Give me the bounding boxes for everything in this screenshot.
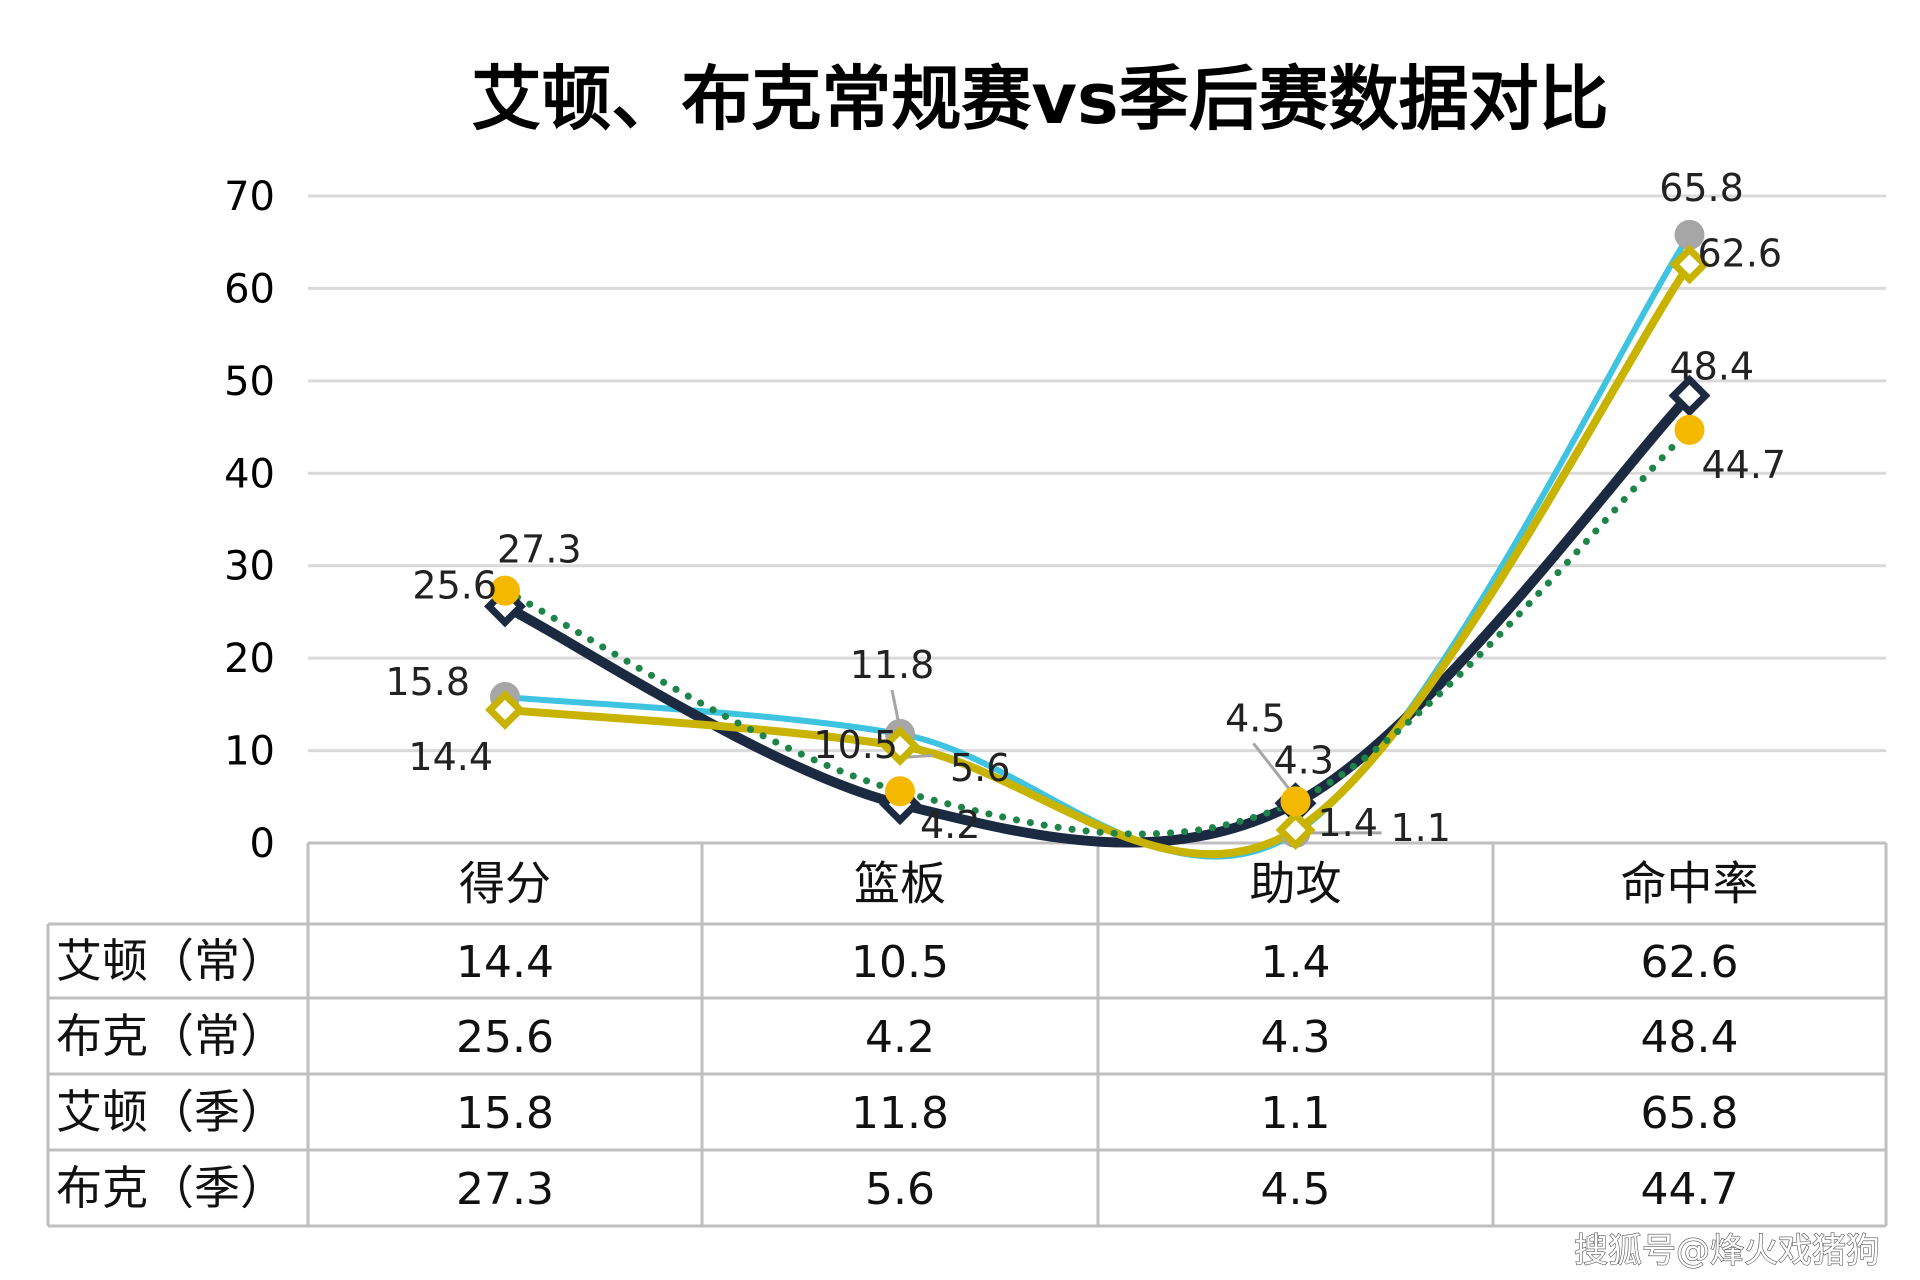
data-label: 27.3 (497, 528, 582, 572)
table-cell: 48.4 (1641, 1012, 1739, 1063)
data-point-diamond (880, 726, 920, 766)
leader-line (905, 753, 935, 759)
data-point-circle (1674, 414, 1705, 445)
series-line-3 (501, 426, 1693, 838)
data-labels: 14.4 10.5 1.4 62.6 25.6 4.2 4.3 48.4 15.8 11.8 1.1… (385, 166, 1786, 850)
data-label: 62.6 (1698, 231, 1783, 275)
data-label: 10.5 (813, 723, 898, 767)
y-tick-label: 60 (224, 266, 275, 312)
data-label: 11.8 (850, 643, 935, 687)
series-line-0 (501, 260, 1694, 859)
data-point-circle (490, 575, 520, 606)
table-cell: 4.5 (1261, 1164, 1331, 1215)
y-tick-label: 20 (224, 636, 275, 682)
data-label: 65.8 (1659, 166, 1744, 210)
table-cell: 4.3 (1261, 1012, 1331, 1063)
table-cell: 27.3 (456, 1164, 554, 1215)
data-label: 25.6 (412, 563, 497, 607)
y-tick-label: 0 (250, 821, 275, 867)
category-label: 得分 (459, 857, 551, 911)
data-point-diamond (485, 689, 525, 730)
category-label: 命中率 (1621, 857, 1759, 911)
table-cell: 10.5 (851, 937, 949, 988)
y-tick-label: 40 (224, 451, 275, 497)
series-line-1 (500, 390, 1695, 848)
table-cell: 62.6 (1641, 937, 1739, 988)
table-cell: 1.1 (1261, 1088, 1331, 1139)
series-lines (500, 231, 1695, 860)
table-cell: 44.7 (1641, 1164, 1739, 1215)
data-point-diamond (1669, 244, 1710, 285)
data-label: 15.8 (385, 660, 470, 704)
table-cell: 15.8 (456, 1088, 554, 1139)
table-cell: 4.2 (865, 1012, 935, 1063)
table-cell: 5.6 (865, 1164, 935, 1215)
grid (308, 194, 1886, 753)
series-line-2 (502, 231, 1693, 860)
data-label: 4.5 (1225, 696, 1285, 740)
y-tick-label: 10 (224, 729, 275, 775)
table-row-label: 艾顿（季） (56, 1085, 286, 1139)
table-cell: 11.8 (851, 1088, 949, 1139)
data-point-diamond (1275, 810, 1316, 851)
data-label: 4.2 (920, 803, 980, 847)
table-row-label: 艾顿（常） (56, 934, 286, 988)
data-point-circle (1674, 219, 1705, 250)
data-label: 48.4 (1670, 345, 1755, 389)
leader-line (1252, 742, 1291, 791)
watermark: 搜狐号@烽火戏猪狗 (1574, 1231, 1880, 1271)
y-tick-label: 30 (224, 544, 275, 590)
data-label: 4.3 (1274, 738, 1334, 782)
data-label: 14.4 (408, 735, 493, 779)
y-tick-label: 50 (224, 359, 275, 405)
series-markers (484, 219, 1711, 851)
chart-title: 艾顿、布克常规赛vs季后赛数据对比 (471, 58, 1608, 140)
category-label: 助攻 (1250, 857, 1342, 911)
table-row-label: 布克（常） (56, 1009, 286, 1063)
data-point-diamond (1668, 374, 1711, 417)
table-cell: 14.4 (456, 937, 554, 988)
data-label: 5.6 (950, 746, 1010, 790)
data-label: 1.4 (1318, 801, 1378, 845)
table-row-label: 布克（季） (56, 1161, 286, 1215)
y-axis-ticks: 0 10 20 30 40 50 60 70 (224, 174, 275, 867)
y-tick-label: 70 (224, 174, 275, 220)
data-label: 44.7 (1702, 443, 1787, 487)
data-label: 1.1 (1391, 806, 1451, 850)
table-cell: 1.4 (1261, 937, 1331, 988)
table-cell: 25.6 (456, 1012, 554, 1063)
table-cell: 65.8 (1641, 1088, 1739, 1139)
category-label: 篮板 (854, 857, 946, 911)
data-point-circle (1280, 786, 1311, 817)
data-point-circle (885, 776, 915, 807)
